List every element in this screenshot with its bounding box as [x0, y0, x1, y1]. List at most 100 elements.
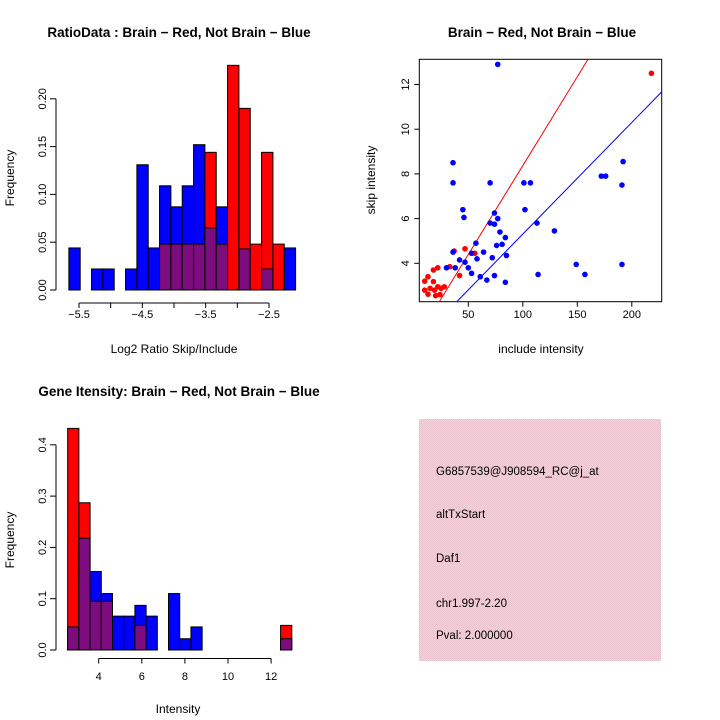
tick-label: 8 — [182, 671, 188, 683]
x-axis-label: include intensity — [498, 342, 583, 356]
scatter-point — [489, 254, 496, 261]
scatter-point — [434, 264, 441, 271]
scatter-point — [441, 283, 448, 290]
tick-label: −3.5 — [195, 309, 217, 321]
tick-label: 6 — [400, 216, 412, 222]
tick-label: 8 — [400, 171, 412, 177]
scatter-point — [425, 291, 431, 297]
scatter-point — [535, 271, 541, 278]
tick-label: 0.0 — [37, 642, 49, 657]
event-type-text: altTxStart — [436, 509, 486, 521]
tick-label: 4 — [400, 260, 412, 266]
histogram-bar — [136, 164, 149, 291]
tick-label: −2.5 — [258, 309, 280, 321]
probe-id-text: G6857539@J908594_RC@j_at — [436, 466, 600, 478]
scatter-point — [456, 272, 463, 279]
tick-label: −5.5 — [68, 309, 90, 321]
panel-intensity-scatter: Brain − Red, Not Brain − Blue include in… — [364, 25, 663, 356]
chart-title: Brain − Red, Not Brain − Blue — [448, 25, 637, 40]
y-axis-label: Frequency — [3, 512, 17, 569]
histogram-overlap-bar — [193, 243, 206, 291]
scatter-point — [582, 271, 588, 278]
scatter-point — [497, 229, 503, 235]
scatter-point — [491, 272, 498, 279]
scatter-point — [494, 215, 501, 222]
scatter-point — [473, 240, 479, 246]
tick-label: 0.1 — [37, 591, 49, 606]
histogram-bar — [125, 268, 138, 291]
scatter-point — [491, 221, 498, 227]
tick-label: 12 — [265, 671, 277, 683]
scatter-point — [491, 210, 498, 216]
histogram-overlap-bar — [181, 243, 195, 291]
scatter-point — [456, 257, 463, 263]
scatter-point — [493, 242, 500, 249]
histogram-bar — [111, 615, 125, 651]
histogram-bar — [145, 615, 158, 651]
histogram-overlap-bar — [261, 268, 274, 291]
tick-label: 0.3 — [37, 488, 49, 503]
panel-gene-info: G6857539@J908594_RC@j_at altTxStart Daf1… — [419, 419, 661, 661]
tick-label: 0.05 — [37, 231, 49, 252]
scatter-point — [502, 234, 509, 241]
tick-label: −4.5 — [131, 309, 153, 321]
regression-line — [456, 91, 663, 303]
scatter-point — [598, 173, 605, 179]
histogram-overlap-bar — [204, 227, 217, 291]
scatter-point — [522, 206, 528, 213]
scatter-point — [551, 228, 558, 234]
scatter-point — [430, 278, 437, 285]
scatter-point — [450, 159, 456, 166]
scatter-point — [477, 273, 484, 280]
histogram-bar — [67, 427, 80, 651]
histogram-overlap-bar — [170, 243, 183, 291]
scatter-point — [494, 61, 501, 68]
tick-label: 100 — [514, 309, 532, 321]
histogram-bar — [168, 593, 181, 651]
chart-title: RatioData : Brain − Red, Not Brain − Blu… — [47, 25, 311, 40]
histogram-bar — [147, 247, 161, 291]
scatter-point — [480, 249, 487, 255]
tick-label: 0.4 — [37, 437, 49, 452]
gene-name-text: Daf1 — [436, 553, 460, 565]
scatter-point — [620, 158, 626, 165]
scatter-point — [484, 277, 490, 283]
y-axis-label: Frequency — [3, 150, 17, 207]
scatter-point — [452, 264, 459, 271]
tick-label: 50 — [462, 309, 474, 321]
scatter-point — [468, 270, 475, 277]
scatter-point — [421, 278, 428, 284]
tick-label: 0.00 — [37, 279, 49, 300]
scatter-point — [431, 287, 438, 293]
histogram-overlap-bar — [159, 243, 172, 291]
histogram-overlap-bar — [78, 537, 91, 651]
histogram-bar — [179, 638, 192, 651]
regression-line — [438, 59, 589, 303]
scatter-point — [503, 252, 510, 259]
scatter-point — [499, 241, 505, 248]
scatter-point — [427, 285, 433, 292]
scatter-point — [573, 261, 580, 268]
scatter-point — [521, 180, 527, 186]
plot-area-gene-intensity-histogram: 0.0 0.1 0.2 0.3 0.4 4 6 8 10 12 — [37, 427, 293, 683]
scatter-point — [619, 261, 625, 268]
chromosome-location-text: chr1.997-2.20 — [436, 598, 507, 610]
histogram-bar — [123, 615, 136, 651]
scatter-point — [450, 249, 456, 255]
pvalue-text: Pval: 2.000000 — [436, 630, 513, 642]
scatter-point — [462, 245, 468, 252]
info-card-background — [419, 419, 661, 661]
scatter-point — [461, 214, 467, 221]
scatter-point — [432, 292, 439, 299]
scatter-point — [462, 259, 468, 265]
scatter-point — [443, 264, 450, 271]
tick-label: 0.20 — [37, 88, 49, 109]
tick-label: 200 — [623, 309, 641, 321]
histogram-overlap-bar — [134, 624, 147, 651]
histogram-overlap-bar — [280, 638, 293, 651]
histogram-bar — [68, 247, 81, 291]
panel-ratio-histogram: RatioData : Brain − Red, Not Brain − Blu… — [3, 25, 311, 356]
scatter-point — [619, 182, 625, 188]
scatter-point — [487, 220, 493, 226]
